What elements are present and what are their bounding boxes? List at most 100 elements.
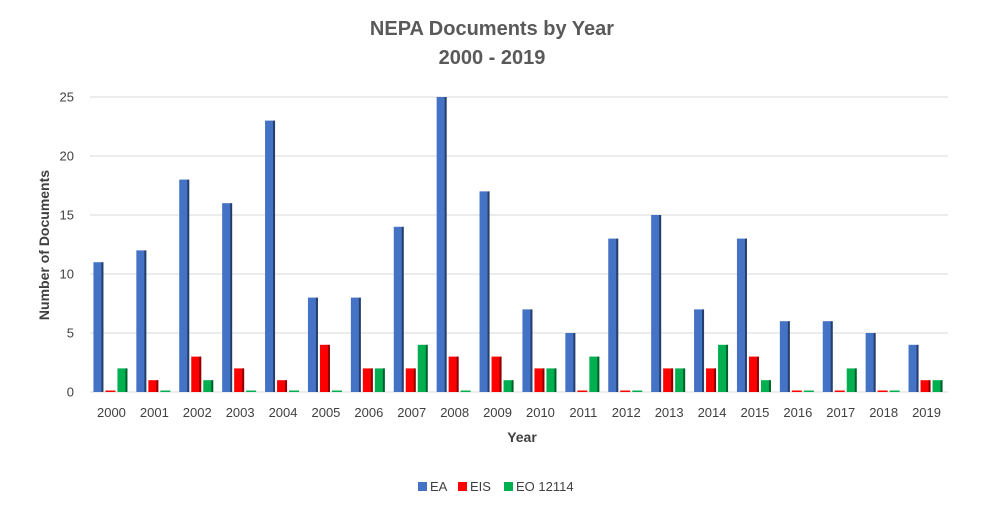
x-tick-label: 2009	[483, 405, 512, 420]
y-tick-label: 0	[67, 385, 74, 400]
y-tick-label: 10	[60, 267, 74, 282]
x-tick-label: 2007	[397, 405, 426, 420]
bar-ea-2002	[179, 179, 190, 392]
bar-ea-2016	[779, 321, 790, 392]
x-tick-label: 2012	[612, 405, 641, 420]
x-tick-label: 2013	[655, 405, 684, 420]
bar-eis-2004	[277, 380, 288, 392]
legend-item-eis: EIS	[458, 479, 491, 494]
bar-eo-12114-2001	[160, 390, 171, 392]
legend-label: EA	[430, 479, 448, 494]
legend-item-eo-12114: EO 12114	[504, 479, 574, 494]
bar-eo-12114-2007	[417, 344, 428, 392]
bar-eo-12114-2010	[546, 368, 557, 392]
x-axis-label: Year	[507, 429, 537, 445]
bar-ea-2015	[736, 238, 747, 392]
bar-ea-2000	[93, 262, 104, 392]
bar-eis-2006	[362, 368, 373, 392]
bar-eis-2012	[620, 390, 631, 392]
legend-label: EO 12114	[516, 479, 574, 494]
bar-eo-12114-2005	[331, 390, 342, 392]
bar-eis-2014	[706, 368, 717, 392]
bar-eis-2008	[448, 356, 459, 392]
x-tick-label: 2003	[226, 405, 255, 420]
bar-eo-12114-2006	[374, 368, 385, 392]
bar-ea-2018	[865, 333, 876, 392]
bar-eis-2007	[405, 368, 416, 392]
bar-eis-2009	[491, 356, 502, 392]
bar-eo-12114-2004	[289, 390, 300, 392]
y-axis-ticks: 0 5 10 15 20 25	[60, 90, 74, 400]
bar-ea-2001	[136, 250, 147, 392]
bar-ea-2017	[822, 321, 833, 392]
bar-eo-12114-2018	[889, 390, 900, 392]
bar-eis-2010	[534, 368, 545, 392]
bar-eis-2002	[191, 356, 202, 392]
x-tick-label: 2011	[569, 405, 597, 420]
bar-ea-2007	[393, 226, 404, 392]
bar-eis-2018	[877, 390, 888, 392]
bar-ea-2019	[908, 344, 919, 392]
bar-eo-12114-2017	[846, 368, 857, 392]
bar-ea-2011	[565, 333, 576, 392]
x-tick-label: 2017	[826, 405, 855, 420]
bar-ea-2005	[307, 297, 318, 392]
chart-subtitle: 2000 - 2019	[439, 47, 546, 69]
x-tick-label: 2002	[183, 405, 212, 420]
legend-swatch	[458, 482, 467, 491]
x-tick-label: 2000	[97, 405, 126, 420]
bar-eis-2005	[319, 344, 330, 392]
legend: EA EIS EO 12114	[418, 479, 574, 494]
bar-ea-2009	[479, 191, 490, 392]
bar-eo-12114-2012	[632, 390, 643, 392]
gridlines	[90, 96, 948, 393]
x-tick-label: 2016	[783, 405, 812, 420]
x-tick-label: 2019	[912, 405, 941, 420]
bar-ea-2004	[265, 120, 276, 392]
x-axis-ticks: 2000 2001 2002 2003 2004 2005 2006 2007 2008 2009…	[97, 405, 941, 420]
bar-eo-12114-2011	[589, 356, 600, 392]
bar-eo-12114-2016	[803, 390, 814, 392]
bar-eis-2003	[234, 368, 245, 392]
y-tick-label: 20	[60, 149, 74, 164]
bar-ea-2013	[651, 215, 662, 392]
x-tick-label: 2018	[869, 405, 898, 420]
bar-eis-2000	[105, 390, 116, 392]
y-axis-label: Number of Documents	[36, 170, 52, 320]
x-tick-label: 2005	[311, 405, 340, 420]
legend-item-ea: EA	[418, 479, 448, 494]
legend-swatch	[504, 482, 513, 491]
bar-eo-12114-2013	[675, 368, 686, 392]
y-tick-label: 5	[67, 326, 74, 341]
legend-swatch	[418, 482, 427, 491]
chart-title: NEPA Documents by Year	[370, 18, 614, 40]
legend-label: EIS	[470, 479, 491, 494]
bar-eis-2017	[834, 390, 845, 392]
bar-eo-12114-2008	[460, 390, 471, 392]
bar-eis-2011	[577, 390, 588, 392]
bar-eo-12114-2014	[718, 344, 729, 392]
y-tick-label: 15	[60, 208, 74, 223]
bar-ea-2003	[222, 203, 233, 392]
bar-ea-2012	[608, 238, 619, 392]
bar-ea-2008	[436, 97, 447, 392]
x-tick-label: 2004	[269, 405, 298, 420]
y-tick-label: 25	[60, 90, 74, 105]
bar-eis-2015	[748, 356, 759, 392]
bar-eo-12114-2003	[246, 390, 257, 392]
bar-eo-12114-2000	[117, 368, 128, 392]
x-tick-label: 2014	[698, 405, 727, 420]
bar-eo-12114-2002	[203, 380, 214, 392]
bar-eis-2016	[791, 390, 802, 392]
bar-eis-2001	[148, 380, 159, 392]
x-tick-label: 2001	[140, 405, 169, 420]
bar-eo-12114-2019	[932, 380, 943, 392]
bar-eo-12114-2015	[760, 380, 771, 392]
bar-ea-2006	[350, 297, 361, 392]
x-tick-label: 2006	[354, 405, 383, 420]
x-tick-label: 2010	[526, 405, 555, 420]
bar-eis-2019	[920, 380, 931, 392]
bar-ea-2010	[522, 309, 533, 392]
bar-ea-2014	[694, 309, 705, 392]
